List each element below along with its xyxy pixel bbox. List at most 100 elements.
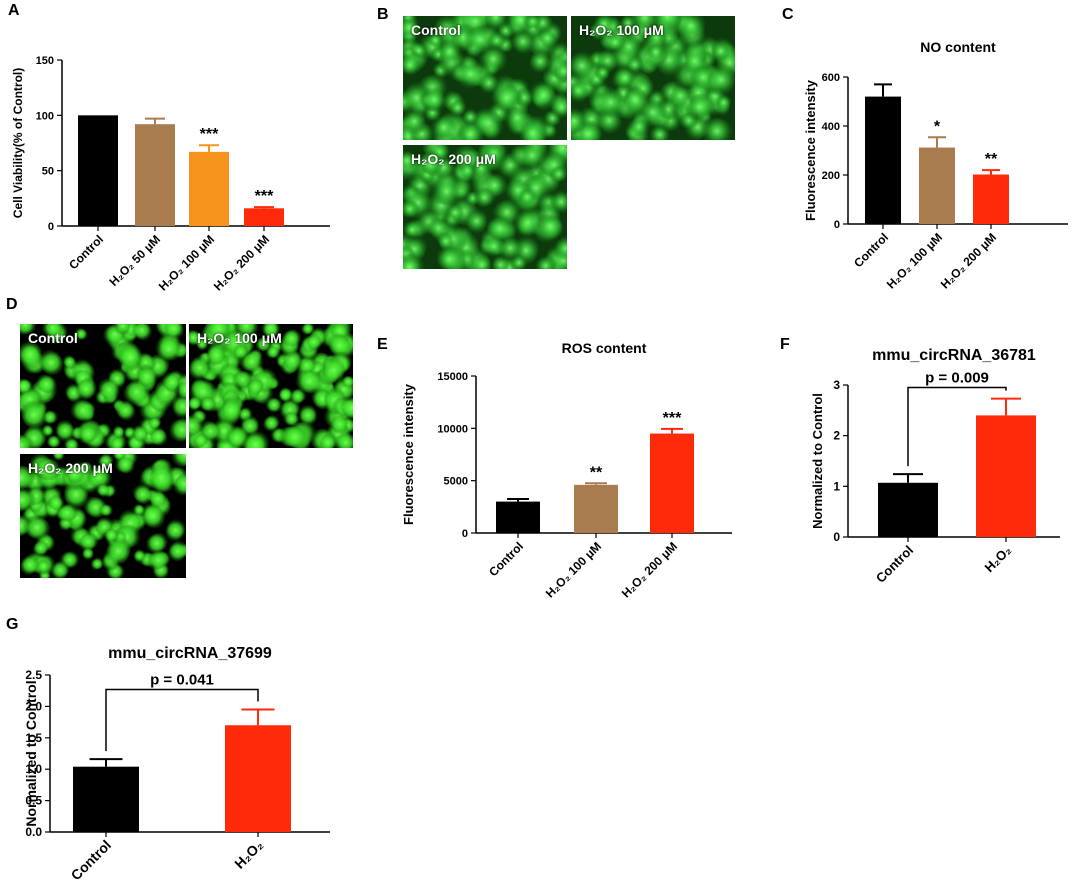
y-tick-label: 5000	[444, 476, 468, 488]
x-tick-label: H₂O₂ 100 μM	[543, 539, 604, 600]
y-tick-label: 2	[833, 429, 840, 443]
significance-label: ***	[200, 126, 219, 143]
cell-image	[189, 324, 353, 448]
bar	[189, 151, 229, 226]
significance-label: **	[590, 464, 603, 481]
y-tick-label: 10000	[437, 423, 468, 435]
bar	[73, 766, 139, 832]
bar	[225, 725, 291, 832]
x-tick-label: Control	[851, 230, 891, 270]
panel-letter-d: D	[6, 296, 18, 313]
y-tick-label: 0	[462, 528, 468, 540]
y-tick-label: 600	[822, 72, 840, 84]
cell-image	[571, 16, 735, 140]
chart-a: 0 50 100 150 Cell Viability(% of Control) Con…	[11, 55, 330, 294]
bar	[973, 174, 1009, 224]
chart-title: NO content	[920, 39, 996, 55]
x-tick-label: H₂O₂ 100 μM	[884, 230, 945, 291]
y-tick-label: 50	[42, 166, 54, 178]
y-tick-label: 15000	[437, 371, 468, 383]
x-tick-label: H₂O₂ 100 μM	[156, 232, 217, 293]
micrograph-d-h2o2-200: H₂O₂ 200 μM	[20, 454, 186, 578]
chart-f: 0 1 2 3 Normalized to Control mmu_circRNA_367…	[810, 347, 1060, 586]
chart-title: ROS content	[562, 340, 647, 356]
chart-e: 0 5000 10000 15000 Fluorescence intensity ROS…	[401, 340, 732, 601]
bar	[244, 208, 284, 226]
y-tick-label: 1	[833, 479, 840, 493]
x-tick-label: Control	[68, 837, 115, 884]
significance-bracket	[105, 688, 259, 752]
y-tick-label: 400	[822, 121, 840, 133]
y-axis-label: Normalized to Control	[810, 393, 825, 529]
cell-image	[20, 324, 186, 448]
cell-image	[403, 16, 567, 140]
micrograph-d-control: Control	[20, 324, 186, 448]
bar	[865, 96, 901, 224]
panel-letter-c: C	[782, 6, 794, 23]
y-tick-label: 0.5	[25, 794, 42, 808]
bar	[919, 147, 955, 224]
x-tick-label: H₂O₂ 200 μM	[938, 230, 999, 291]
p-value-label: p = 0.041	[150, 671, 214, 688]
x-tick-label: H₂O₂	[231, 837, 266, 872]
bar	[650, 433, 694, 533]
y-tick-label: 1.5	[25, 731, 42, 745]
x-tick-label: H₂O₂ 50 μM	[107, 232, 164, 289]
micrograph-b-h2o2-100: H₂O₂ 100 μM	[571, 16, 735, 140]
y-tick-label: 3	[833, 378, 840, 392]
y-axis-label: Fluorescence intensity	[401, 383, 416, 525]
significance-label: *	[934, 118, 941, 135]
x-tick-label: H₂O₂	[982, 542, 1015, 575]
bar	[878, 482, 938, 537]
chart-c: 0 200 400 600 Fluorescence intensity NO conte…	[803, 39, 1068, 292]
x-tick-label: Control	[873, 543, 916, 586]
panel-letter-f: F	[780, 336, 790, 353]
panel-letter-b: B	[377, 6, 389, 23]
micrograph-label: H₂O₂ 100 μM	[579, 22, 664, 38]
significance-label: ***	[255, 188, 274, 205]
micrograph-label: H₂O₂ 200 μM	[28, 460, 113, 476]
significance-label: ***	[663, 410, 682, 427]
cell-image	[403, 145, 567, 269]
y-tick-label: 2.5	[25, 668, 42, 682]
y-tick-label: 100	[36, 110, 54, 122]
chart-title: mmu_circRNA_36781	[872, 347, 1036, 364]
x-tick-label: H₂O₂ 200 μM	[211, 232, 272, 293]
y-tick-label: 0	[834, 219, 840, 231]
y-axis-label: Cell Viability(% of Control)	[11, 68, 25, 218]
y-tick-label: 150	[36, 55, 54, 67]
micrograph-label: H₂O₂ 200 μM	[411, 151, 496, 167]
micrograph-d-h2o2-100: H₂O₂ 100 μM	[189, 324, 353, 448]
y-tick-label: 0	[833, 530, 840, 544]
y-axis-label: Fluorescence intensity	[803, 79, 818, 221]
bar	[496, 501, 540, 533]
panel-letter-g: G	[6, 616, 19, 633]
p-value-label: p = 0.009	[925, 370, 989, 387]
cell-image	[20, 454, 186, 578]
x-tick-label: Control	[66, 232, 106, 272]
micrograph-b-h2o2-200: H₂O₂ 200 μM	[403, 145, 567, 269]
panel-letter-a: A	[8, 2, 20, 19]
x-tick-label: H₂O₂ 200 μM	[619, 539, 680, 600]
micrograph-b-control: Control	[403, 16, 567, 140]
y-tick-label: 1.0	[25, 762, 42, 776]
y-tick-label: 2.0	[25, 699, 42, 713]
bar	[574, 484, 618, 533]
y-axis-label: Normalized to Control	[23, 680, 39, 826]
micrograph-label: H₂O₂ 100 μM	[197, 330, 282, 346]
significance-bracket	[907, 386, 1007, 467]
bar	[135, 124, 175, 226]
chart-title: mmu_circRNA_37699	[108, 645, 272, 662]
micrograph-label: Control	[28, 330, 78, 346]
bar	[976, 415, 1036, 537]
x-tick-label: Control	[486, 539, 526, 579]
bar	[78, 115, 118, 226]
significance-label: **	[985, 151, 998, 168]
y-tick-label: 0	[48, 221, 54, 233]
y-tick-label: 0.0	[25, 825, 42, 839]
y-tick-label: 200	[822, 170, 840, 182]
panel-letter-e: E	[377, 336, 388, 353]
micrograph-label: Control	[411, 22, 461, 38]
